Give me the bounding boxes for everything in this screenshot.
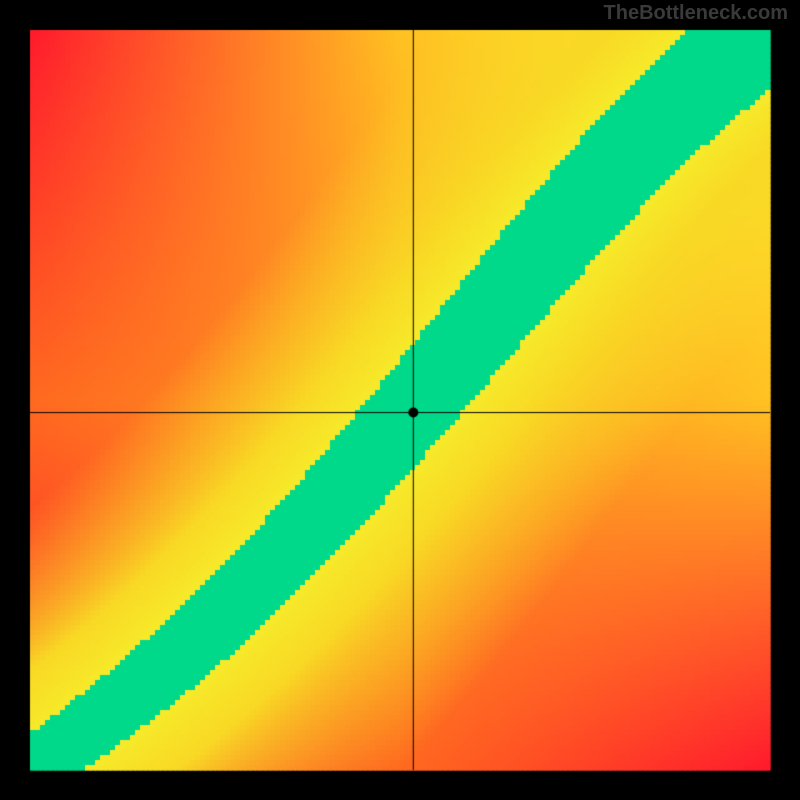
watermark-text: TheBottleneck.com	[604, 2, 788, 25]
bottleneck-heatmap-canvas	[0, 0, 800, 800]
chart-container: TheBottleneck.com	[0, 0, 800, 800]
